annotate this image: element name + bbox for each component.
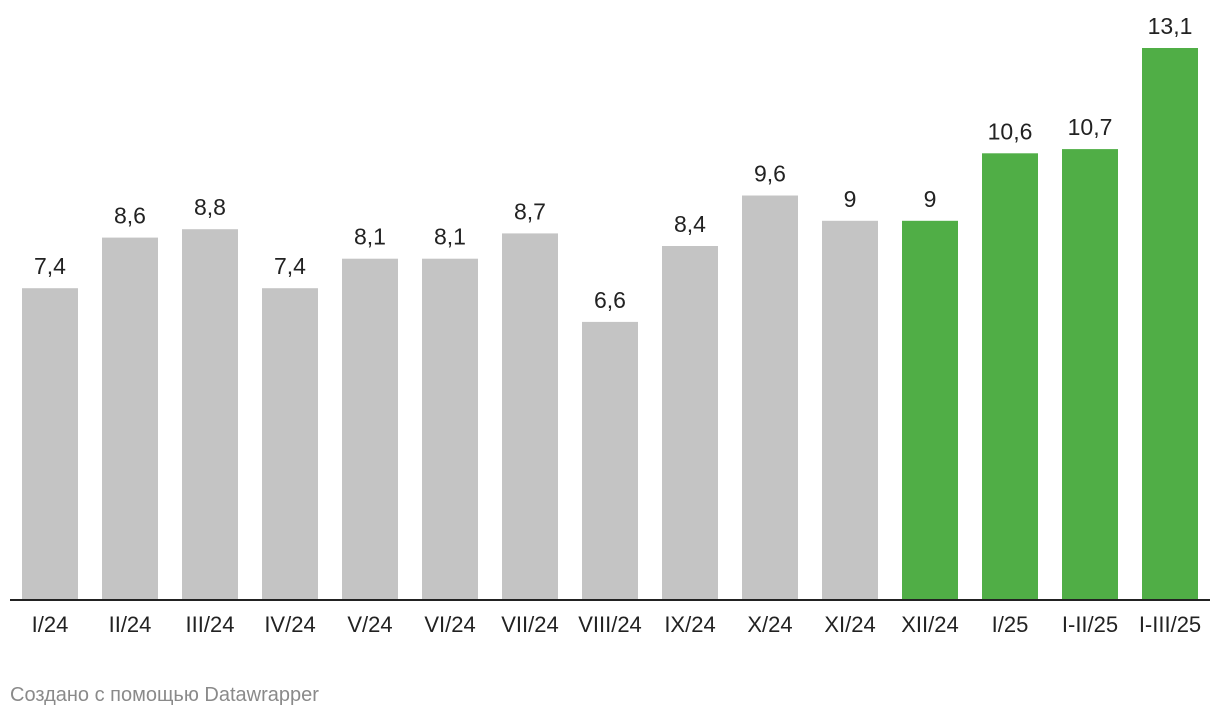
tick-label-I/24: I/24 [32, 612, 69, 637]
tick-label-XI/24: XI/24 [824, 612, 875, 637]
value-label-X/24: 9,6 [754, 161, 786, 187]
value-label-VII/24: 8,7 [514, 198, 546, 224]
value-label-IV/24: 7,4 [274, 253, 306, 279]
tick-label-VIII/24: VIII/24 [578, 612, 642, 637]
bar-I-II/25[interactable] [1062, 149, 1118, 600]
tick-label-IX/24: IX/24 [664, 612, 715, 637]
value-label-IX/24: 8,4 [674, 211, 706, 237]
tick-label-X/24: X/24 [747, 612, 792, 637]
bar-IX/24[interactable] [662, 246, 718, 600]
bar-VIII/24[interactable] [582, 321, 638, 600]
value-label-III/24: 8,8 [194, 194, 226, 220]
bar-I/25[interactable] [982, 153, 1038, 601]
tick-label-XII/24: XII/24 [901, 612, 958, 637]
bar-X/24[interactable] [742, 195, 798, 601]
value-label-I/25: 10,6 [988, 118, 1033, 144]
value-label-I-III/25: 13,1 [1148, 13, 1193, 39]
bar-XII/24[interactable] [902, 220, 958, 601]
tick-label-I-III/25: I-III/25 [1139, 612, 1201, 637]
bar-II/24[interactable] [102, 237, 158, 600]
tick-label-II/24: II/24 [109, 612, 152, 637]
x-axis-tick-labels: I/24 II/24 III/24 IV/24 V/24 VI/24 VII/24 VIII/… [32, 612, 1202, 637]
bar-IV/24[interactable] [262, 288, 318, 600]
bar-I/24[interactable] [22, 288, 78, 600]
tick-label-IV/24: IV/24 [264, 612, 315, 637]
tick-label-I-II/25: I-II/25 [1062, 612, 1118, 637]
bar-VII/24[interactable] [502, 233, 558, 600]
tick-label-III/24: III/24 [186, 612, 235, 637]
value-label-II/24: 8,6 [114, 203, 146, 229]
bar-I-III/25[interactable] [1142, 48, 1198, 600]
value-labels-group: 7,4 8,6 8,8 7,4 8,1 8,1 8,7 6,6 8,4 9,6 9 9 10,6 10,7… [34, 13, 1192, 313]
value-label-I-II/25: 10,7 [1068, 114, 1113, 140]
bar-III/24[interactable] [182, 229, 238, 600]
tick-label-VI/24: VI/24 [424, 612, 475, 637]
credit-text[interactable]: Создано с помощью Datawrapper [10, 684, 319, 706]
bars-group [22, 48, 1198, 601]
value-label-XII/24: 9 [924, 186, 937, 212]
tick-label-I/25: I/25 [992, 612, 1029, 637]
tick-label-VII/24: VII/24 [501, 612, 558, 637]
bar-XI/24[interactable] [822, 220, 878, 601]
bar-V/24[interactable] [342, 258, 398, 600]
value-label-XI/24: 9 [844, 186, 857, 212]
bar-chart: 7,4 8,6 8,8 7,4 8,1 8,1 8,7 6,6 8,4 9,6 9 9 10,6 10,7… [10, 13, 1210, 637]
bar-VI/24[interactable] [422, 258, 478, 600]
value-label-V/24: 8,1 [354, 224, 386, 250]
value-label-I/24: 7,4 [34, 253, 66, 279]
tick-label-V/24: V/24 [347, 612, 392, 637]
value-label-VIII/24: 6,6 [594, 287, 626, 313]
value-label-VI/24: 8,1 [434, 224, 466, 250]
